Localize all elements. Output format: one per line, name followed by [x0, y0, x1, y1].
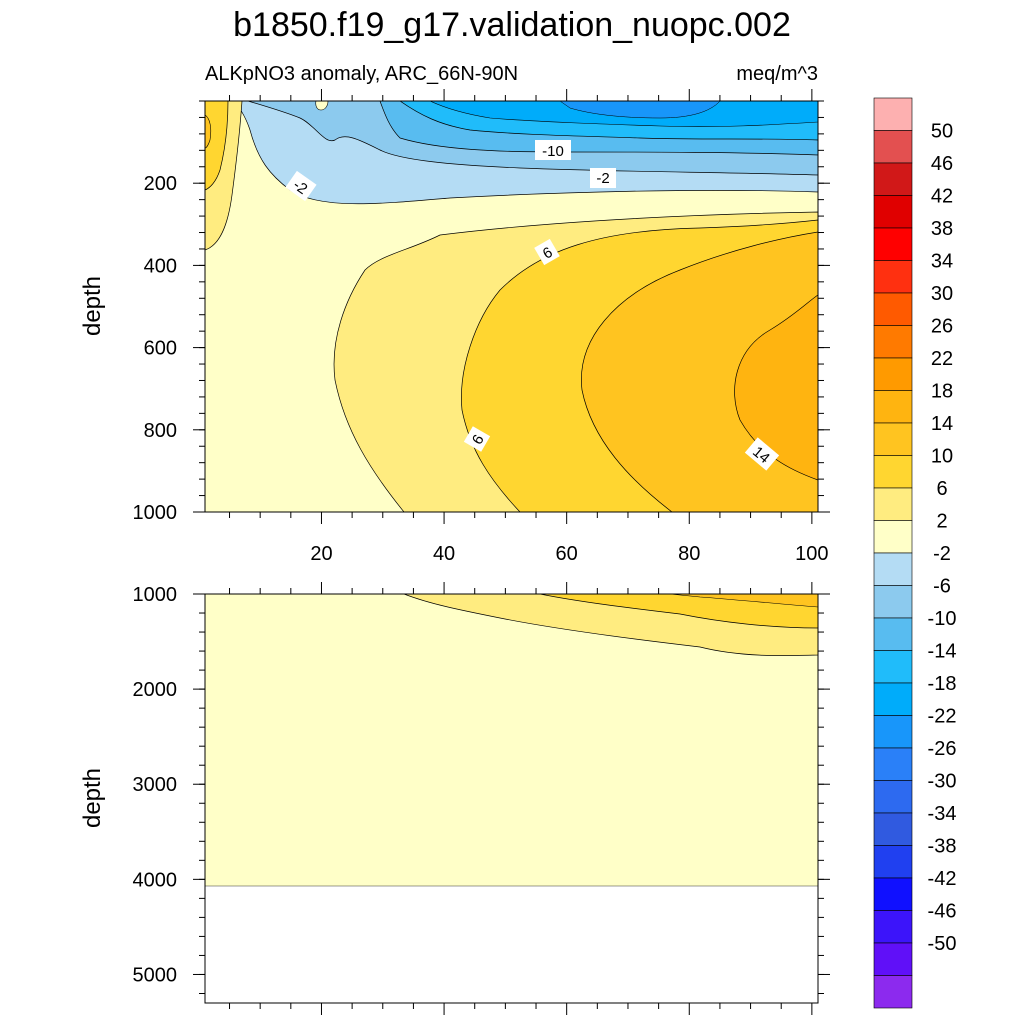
colorbar-label: 18 — [931, 381, 953, 403]
band-neg26-to-neg22 — [559, 101, 721, 119]
small-positive-blob — [315, 101, 329, 111]
colorbar-swatch — [873, 260, 913, 294]
colorbar-swatch — [873, 455, 913, 489]
colorbar-label: 26 — [931, 316, 953, 338]
left-edge-positive-core — [205, 114, 212, 149]
colorbar-label: -10 — [928, 608, 957, 630]
colorbar-swatch — [873, 617, 913, 651]
colorbar-swatch — [873, 97, 913, 131]
colorbar-swatch — [873, 390, 913, 424]
x-tick-label: 80 — [678, 543, 700, 565]
upper-contour-labels: -10 -2 -2 6 6 14 — [285, 140, 780, 471]
lower-contour-fill — [205, 594, 818, 886]
y-tick-label: 3000 — [133, 774, 178, 796]
y-tick-label: 1000 — [133, 502, 178, 524]
colorbar-label: -30 — [928, 771, 957, 793]
colorbar-swatch — [873, 325, 913, 359]
lower-band-6-to-10 — [539, 594, 818, 629]
colorbar-label: 22 — [931, 348, 953, 370]
colorbar-swatch — [873, 487, 913, 521]
colorbar-label: 46 — [931, 153, 953, 175]
upper-units-label: meq/m^3 — [736, 63, 818, 85]
lower-axis-ticks: 1000 2000 3000 4000 5000 — [133, 582, 830, 1015]
y-tick-label: 1000 — [133, 584, 178, 606]
colorbar-label: -6 — [933, 576, 951, 598]
colorbar-label: -22 — [928, 706, 957, 728]
colorbar-label: 6 — [936, 478, 947, 500]
colorbar-swatch — [873, 650, 913, 684]
colorbar-swatch — [873, 975, 913, 1009]
y-tick-label: 200 — [144, 173, 177, 195]
upper-panel: ALKpNO3 anomaly, ARC_66N-90N meq/m^3 — [79, 63, 830, 565]
y-tick-label: 400 — [144, 255, 177, 277]
upper-left-label: ALKpNO3 anomaly, ARC_66N-90N — [205, 63, 518, 85]
colorbar-swatch — [873, 715, 913, 749]
colorbar-label: 38 — [931, 218, 953, 240]
colorbar-swatch — [873, 227, 913, 261]
colorbar-label: -14 — [928, 641, 957, 663]
colorbar-swatch — [873, 942, 913, 976]
y-tick-label: 2000 — [133, 679, 178, 701]
x-tick-label: 60 — [556, 543, 578, 565]
colorbar-label: -38 — [928, 836, 957, 858]
upper-axis-ticks: 200 400 600 800 1000 20 40 60 80 100 — [133, 89, 830, 565]
colorbar-label: -50 — [928, 933, 957, 955]
colorbar-label: -42 — [928, 868, 957, 890]
colorbar-swatch — [873, 910, 913, 944]
colorbar-label: 30 — [931, 283, 953, 305]
upper-plot-frame — [204, 100, 819, 513]
colorbar-label: 10 — [931, 446, 953, 468]
contour-label: -10 — [542, 143, 564, 160]
lower-plot-frame — [204, 593, 819, 1004]
colorbar-swatch — [873, 682, 913, 716]
lower-y-axis-label: depth — [79, 768, 106, 828]
y-tick-label: 800 — [144, 420, 177, 442]
figure-title: b1850.f19_g17.validation_nuopc.002 — [233, 6, 791, 44]
colorbar-label: 42 — [931, 186, 953, 208]
colorbar-swatch — [873, 357, 913, 391]
lower-panel: 1000 2000 3000 4000 5000 depth — [79, 582, 830, 1015]
colorbar-swatch — [873, 812, 913, 846]
x-tick-label: 40 — [433, 543, 455, 565]
colorbar-swatch — [873, 292, 913, 326]
colorbar-swatch — [873, 130, 913, 164]
colorbar-label: -34 — [928, 803, 957, 825]
colorbar-label: -46 — [928, 901, 957, 923]
y-tick-label: 4000 — [133, 869, 178, 891]
colorbar-label: 14 — [931, 413, 953, 435]
colorbar-label: 2 — [936, 511, 947, 533]
upper-contour-fill — [205, 101, 818, 512]
colorbar-swatch — [873, 195, 913, 229]
colorbar-swatch — [873, 162, 913, 196]
contour-label: -2 — [596, 170, 609, 187]
colorbar-label: -18 — [928, 673, 957, 695]
colorbar-swatch — [873, 422, 913, 456]
left-edge-positive-inner — [205, 101, 229, 191]
y-tick-label: 5000 — [133, 964, 178, 986]
colorbar: 50 46 42 38 34 30 26 22 18 14 10 6 2 -2 -6 -10 -14 -18 -22… — [873, 97, 957, 1009]
colorbar-swatch — [873, 585, 913, 619]
colorbar-swatch — [873, 520, 913, 554]
colorbar-swatch — [873, 552, 913, 586]
colorbar-label: 50 — [931, 121, 953, 143]
x-tick-label: 20 — [310, 543, 332, 565]
colorbar-label: -26 — [928, 738, 957, 760]
colorbar-swatch — [873, 877, 913, 911]
band-14-to-18 — [734, 294, 818, 481]
colorbar-swatch — [873, 780, 913, 814]
colorbar-label: -2 — [933, 543, 951, 565]
x-tick-label: 100 — [795, 543, 828, 565]
colorbar-swatch — [873, 845, 913, 879]
colorbar-label: 34 — [931, 251, 953, 273]
y-tick-label: 600 — [144, 338, 177, 360]
colorbar-swatch — [873, 747, 913, 781]
upper-y-axis-label: depth — [79, 276, 106, 336]
